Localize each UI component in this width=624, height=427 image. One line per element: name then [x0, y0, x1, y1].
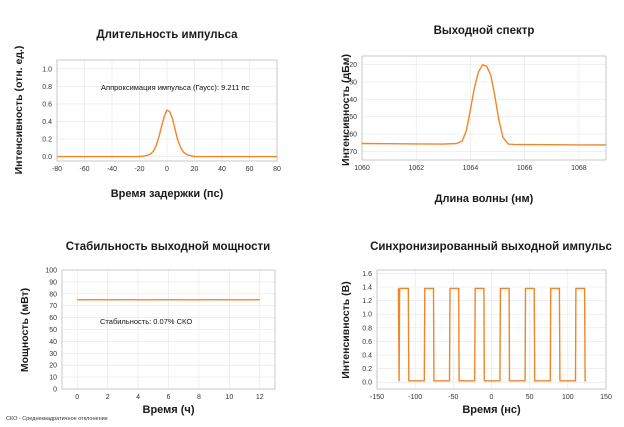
- y-tick-label: 1.0: [42, 66, 52, 73]
- x-tick-label: -100: [408, 394, 422, 401]
- y-tick-label: 0.4: [362, 353, 372, 360]
- chart-title: Выходной спектр: [434, 25, 535, 37]
- x-tick-label: -40: [107, 166, 117, 173]
- x-tick-label: 40: [218, 166, 226, 173]
- chart-title: Длительность импульса: [96, 29, 238, 41]
- x-tick-label: -50: [448, 394, 458, 401]
- x-tick-label: -20: [134, 166, 144, 173]
- y-tick-label: 0.2: [42, 137, 52, 144]
- x-axis-label: Длина волны (нм): [435, 193, 534, 205]
- synchronized-pulse-chart: -150 -100 -50 0 50 100 150 0.0 0.2 0.4 0.6 0.8 1.0 1.…: [340, 241, 613, 416]
- x-tick-label: 8: [197, 394, 201, 401]
- x-tick-label: 10: [225, 394, 233, 401]
- x-tick-label: 1066: [517, 165, 533, 172]
- chart-annotation: Аппроксимация импульса (Гаусс): 9.211 пс: [101, 83, 249, 92]
- x-tick-label: 100: [562, 394, 574, 401]
- plot-frame: [56, 59, 278, 162]
- x-tick-label: -60: [79, 166, 89, 173]
- y-tick-label: 0.6: [362, 339, 372, 346]
- y-tick-label: -30: [347, 80, 357, 87]
- x-tick-label: 0: [75, 394, 79, 401]
- x-tick-label: 50: [526, 394, 534, 401]
- y-tick-label: 1.4: [362, 285, 372, 292]
- chart-title: Стабильность выходной мощности: [66, 241, 270, 253]
- y-tick-label: 60: [49, 315, 57, 322]
- y-tick-label: 1.2: [362, 298, 372, 305]
- y-tick-label: 10: [49, 375, 57, 382]
- x-axis-label: Время (ч): [143, 404, 195, 416]
- pulse-duration-chart: -80 -60 -40 -20 0 20 40 60 80 0.0 0.2 0.4 0.6 0.8 1.0 Д…: [13, 29, 281, 200]
- output-spectrum-chart: 1060 1062 1064 1066 1068 -70 -60 -50 -40 -30 -20 Вы…: [340, 25, 607, 205]
- y-tick-label: 90: [49, 279, 57, 286]
- y-tick-label: 0.4: [42, 119, 52, 126]
- x-tick-label: 150: [600, 394, 612, 401]
- x-tick-label: 0: [165, 166, 169, 173]
- y-axis-label: Интенсивность (В): [340, 281, 352, 379]
- x-tick-label: -150: [370, 394, 384, 401]
- x-tick-label: 12: [256, 394, 264, 401]
- y-tick-label: -20: [347, 62, 357, 69]
- plot-frame: [61, 269, 276, 390]
- x-tick-label: 2: [106, 394, 110, 401]
- y-tick-label: 100: [45, 268, 57, 275]
- y-tick-label: -60: [347, 132, 357, 139]
- x-tick-label: 4: [136, 394, 140, 401]
- y-axis-label: Мощность (мВт): [19, 288, 31, 372]
- x-tick-label: -80: [52, 166, 62, 173]
- y-tick-label: 70: [49, 303, 57, 310]
- y-tick-label: 0.0: [362, 380, 372, 387]
- x-tick-label: 1062: [408, 165, 424, 172]
- power-stability-chart: 0 2 4 6 8 10 12 0 10 20 30 40 50 60 70 80 90 100 Стабильно…: [19, 241, 276, 416]
- y-tick-label: 40: [49, 339, 57, 346]
- x-axis-label: Время задержки (пс): [111, 188, 224, 200]
- y-tick-label: 1.0: [362, 312, 372, 319]
- chart-annotation: Стабильность: 0.07% СКО: [100, 317, 192, 326]
- series-line-pulse: [57, 109, 277, 158]
- y-tick-label: 50: [49, 327, 57, 334]
- x-tick-label: 0: [490, 394, 494, 401]
- y-tick-label: 0.2: [362, 366, 372, 373]
- y-tick-label: 0.6: [42, 101, 52, 108]
- plot-frame: [376, 269, 607, 390]
- y-tick-label: 0.8: [362, 325, 372, 332]
- x-axis-label: Время (нс): [462, 404, 521, 416]
- plot-frame: [361, 55, 607, 161]
- y-tick-label: 1.6: [362, 271, 372, 278]
- x-tick-label: 1060: [354, 165, 370, 172]
- y-tick-label: 0.0: [42, 154, 52, 161]
- x-tick-label: 80: [273, 166, 281, 173]
- x-tick-label: 6: [167, 394, 171, 401]
- y-axis-label: Интенсивность (отн. ед.): [13, 46, 25, 175]
- x-tick-label: 1064: [463, 165, 479, 172]
- y-axis-label: Интенсивность (дБм): [340, 54, 352, 166]
- chart-title: Синхронизированный выходной импульс: [370, 241, 612, 253]
- x-tick-label: 20: [191, 166, 199, 173]
- y-tick-label: 0.8: [42, 84, 52, 91]
- y-tick-label: 0: [53, 387, 57, 394]
- series-line-spectrum: [361, 64, 606, 146]
- y-tick-label: -50: [347, 114, 357, 121]
- x-tick-label: 60: [246, 166, 254, 173]
- y-tick-label: 80: [49, 291, 57, 298]
- y-tick-label: -70: [347, 149, 357, 156]
- y-tick-label: 30: [49, 351, 57, 358]
- footnote: СКО - Среднеквадратичное отклонение: [6, 416, 108, 422]
- x-tick-label: 1068: [571, 165, 587, 172]
- series-line-pulse-train: [397, 287, 587, 382]
- y-tick-label: -40: [347, 97, 357, 104]
- y-tick-label: 20: [49, 363, 57, 370]
